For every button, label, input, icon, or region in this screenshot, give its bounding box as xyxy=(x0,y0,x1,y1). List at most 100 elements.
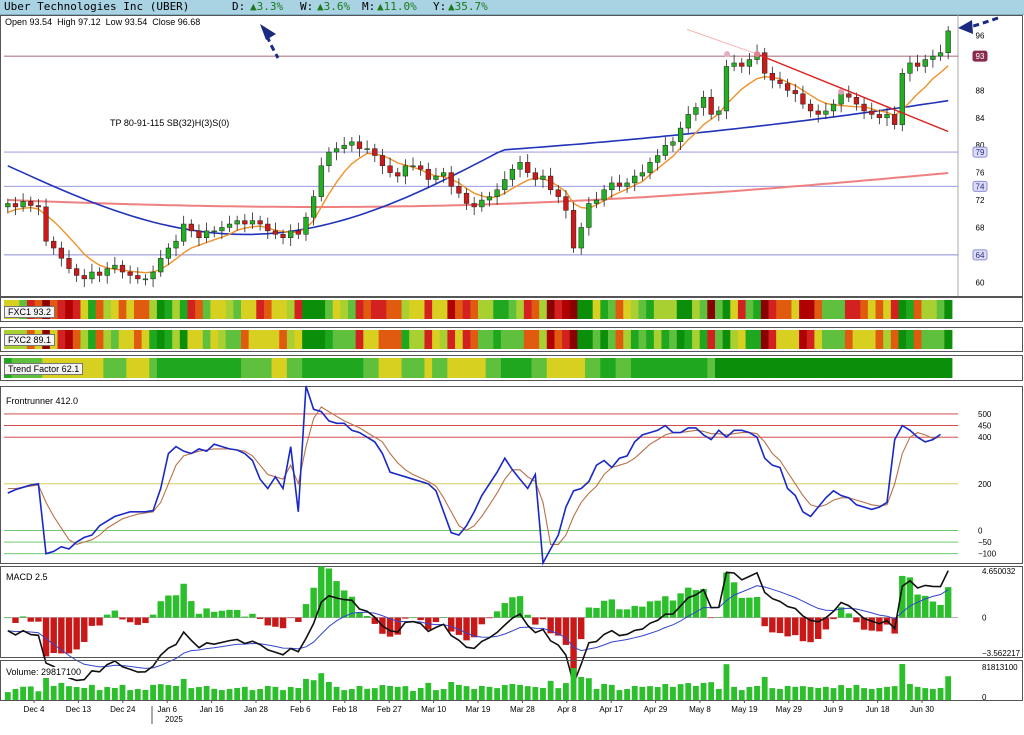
heatmap-cell xyxy=(210,300,219,319)
candle-down xyxy=(800,93,806,105)
heatmap-cell xyxy=(462,300,471,319)
volume-bar xyxy=(731,686,738,700)
volume-bar xyxy=(81,687,88,700)
candle-down xyxy=(66,258,72,269)
heatmap-cell xyxy=(883,330,892,349)
candle-up xyxy=(655,155,661,163)
heatmap-cell xyxy=(791,300,800,319)
volume-bar xyxy=(66,686,72,700)
frontrunner-signal-line xyxy=(7,406,941,545)
macd-histogram-bar xyxy=(746,597,753,618)
price-panel-frame xyxy=(0,15,1023,297)
volume-bar xyxy=(73,687,80,700)
pivot-marker xyxy=(838,88,845,95)
macd-histogram-bar xyxy=(111,610,119,618)
volume-bar xyxy=(50,685,57,700)
macd-histogram-bar xyxy=(348,596,356,618)
volume-bar xyxy=(845,687,852,700)
heatmap-cell xyxy=(592,300,601,319)
candle-up xyxy=(716,110,722,115)
heatmap-cell xyxy=(309,358,318,378)
volume-bar xyxy=(715,689,722,700)
heatmap-cell xyxy=(707,330,716,349)
volume-bar xyxy=(326,682,332,700)
heatmap-cell xyxy=(844,358,854,378)
candle-down xyxy=(418,165,424,170)
volume-bar xyxy=(104,687,111,700)
heatmap-cell xyxy=(630,358,639,378)
candle-down xyxy=(379,155,386,167)
heatmap-cell xyxy=(783,358,792,378)
volume-bar xyxy=(555,688,562,700)
heatmap-cell xyxy=(271,330,280,349)
volume-bar xyxy=(402,686,409,700)
macd-histogram-bar xyxy=(65,617,73,654)
price-badge-bg xyxy=(972,249,988,261)
heatmap-cell xyxy=(562,358,571,378)
candle-up xyxy=(410,165,416,168)
macd-histogram-bar xyxy=(455,617,463,635)
candle-up xyxy=(517,162,523,170)
volume-bar xyxy=(341,690,348,700)
heatmap-cell xyxy=(577,358,586,378)
volume-bar xyxy=(784,685,791,700)
macd-histogram-bar xyxy=(577,617,585,640)
volume-bar xyxy=(578,676,585,700)
heatmap-cell xyxy=(179,358,188,378)
price-tick-label: 68 xyxy=(976,223,985,232)
macd-histogram-bar xyxy=(822,617,830,630)
candle-down xyxy=(51,240,57,249)
heatmap-cell xyxy=(141,358,150,378)
year-change-label: Y: xyxy=(433,0,447,13)
heatmap-cell xyxy=(386,358,395,378)
candle-down xyxy=(739,62,745,67)
candle-up xyxy=(830,103,837,112)
heatmap-cell xyxy=(195,330,204,349)
macd-histogram-bar xyxy=(448,617,455,632)
candle-down xyxy=(28,201,34,206)
heatmap-cell xyxy=(256,300,265,319)
macd-histogram-bar xyxy=(715,617,723,618)
x-axis-label: May 19 xyxy=(731,705,758,714)
heatmap-cell xyxy=(416,300,425,319)
heatmap-cell xyxy=(531,300,540,319)
candle-up xyxy=(211,230,217,233)
volume-bar xyxy=(662,683,669,700)
heatmap-cell xyxy=(554,330,563,349)
month-change-value: ▲11.0% xyxy=(377,0,417,13)
price-badge-bg xyxy=(972,50,988,62)
candle-up xyxy=(838,93,844,105)
candle-down xyxy=(471,203,477,208)
price-badge: 79 xyxy=(976,148,985,157)
macd-histogram-bar xyxy=(929,601,937,618)
volume-bar xyxy=(517,684,523,700)
heatmap-cell xyxy=(370,330,380,349)
candle-down xyxy=(456,186,462,194)
volume-bar xyxy=(723,664,730,700)
low-label: Low xyxy=(105,17,123,27)
heatmap-cell xyxy=(286,330,295,349)
frontrunner-tick-label: −100 xyxy=(978,550,997,559)
heatmap-cell xyxy=(447,358,456,378)
macd-histogram-bar xyxy=(119,617,126,620)
day-change-value: ▲3.3% xyxy=(250,0,284,13)
heatmap-cell xyxy=(179,300,188,319)
heatmap-cell xyxy=(141,330,150,349)
heatmap-cell xyxy=(745,300,754,319)
arrow-annotation-shaft xyxy=(969,16,999,29)
heatmap-cell xyxy=(317,330,326,349)
heatmap-cell xyxy=(523,358,532,378)
macd-histogram-bar xyxy=(88,617,96,626)
volume-bar xyxy=(884,686,890,700)
volume-bar xyxy=(272,686,279,700)
candle-down xyxy=(892,114,898,125)
heatmap-cell xyxy=(577,300,586,319)
heatmap-cell xyxy=(852,300,861,319)
heatmap-cell xyxy=(432,300,441,319)
heatmap-cell xyxy=(241,300,250,319)
heatmap-cell xyxy=(218,358,227,378)
candle-down xyxy=(188,223,194,232)
candle-up xyxy=(203,230,210,238)
macd-histogram-bar xyxy=(195,613,203,618)
